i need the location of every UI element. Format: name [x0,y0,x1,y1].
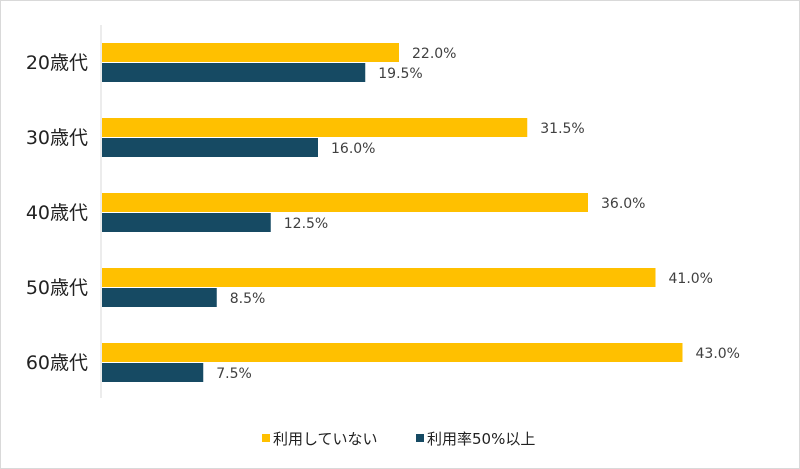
bar-usage-50-plus [102,213,271,232]
category-label: 30歳代 [26,127,88,149]
data-label: 16.0% [331,141,375,157]
bar-usage-50-plus [102,63,366,82]
bar-not-used [102,343,683,362]
bar-usage-50-plus [102,363,204,382]
bar-not-used [102,43,399,62]
legend-swatch [416,434,424,442]
legend-swatch [262,434,270,442]
data-label: 12.5% [284,216,328,232]
data-label: 7.5% [216,366,252,382]
bar-not-used [102,118,528,137]
data-label: 22.0% [412,46,456,62]
legend-label: 利用率50%以上 [427,430,535,448]
bar-usage-50-plus [102,138,318,157]
category-label: 50歳代 [26,277,88,299]
data-label: 31.5% [540,121,584,137]
category-label: 60歳代 [26,352,88,374]
category-label: 40歳代 [26,202,88,224]
data-label: 8.5% [230,291,266,307]
bar-not-used [102,193,588,212]
data-label: 36.0% [601,196,645,212]
data-label: 19.5% [378,66,422,82]
bar-usage-50-plus [102,288,217,307]
data-label: 43.0% [696,346,740,362]
category-label: 20歳代 [26,52,88,74]
bar-not-used [102,268,656,287]
data-label: 41.0% [669,271,713,287]
legend-label: 利用していない [273,430,378,448]
